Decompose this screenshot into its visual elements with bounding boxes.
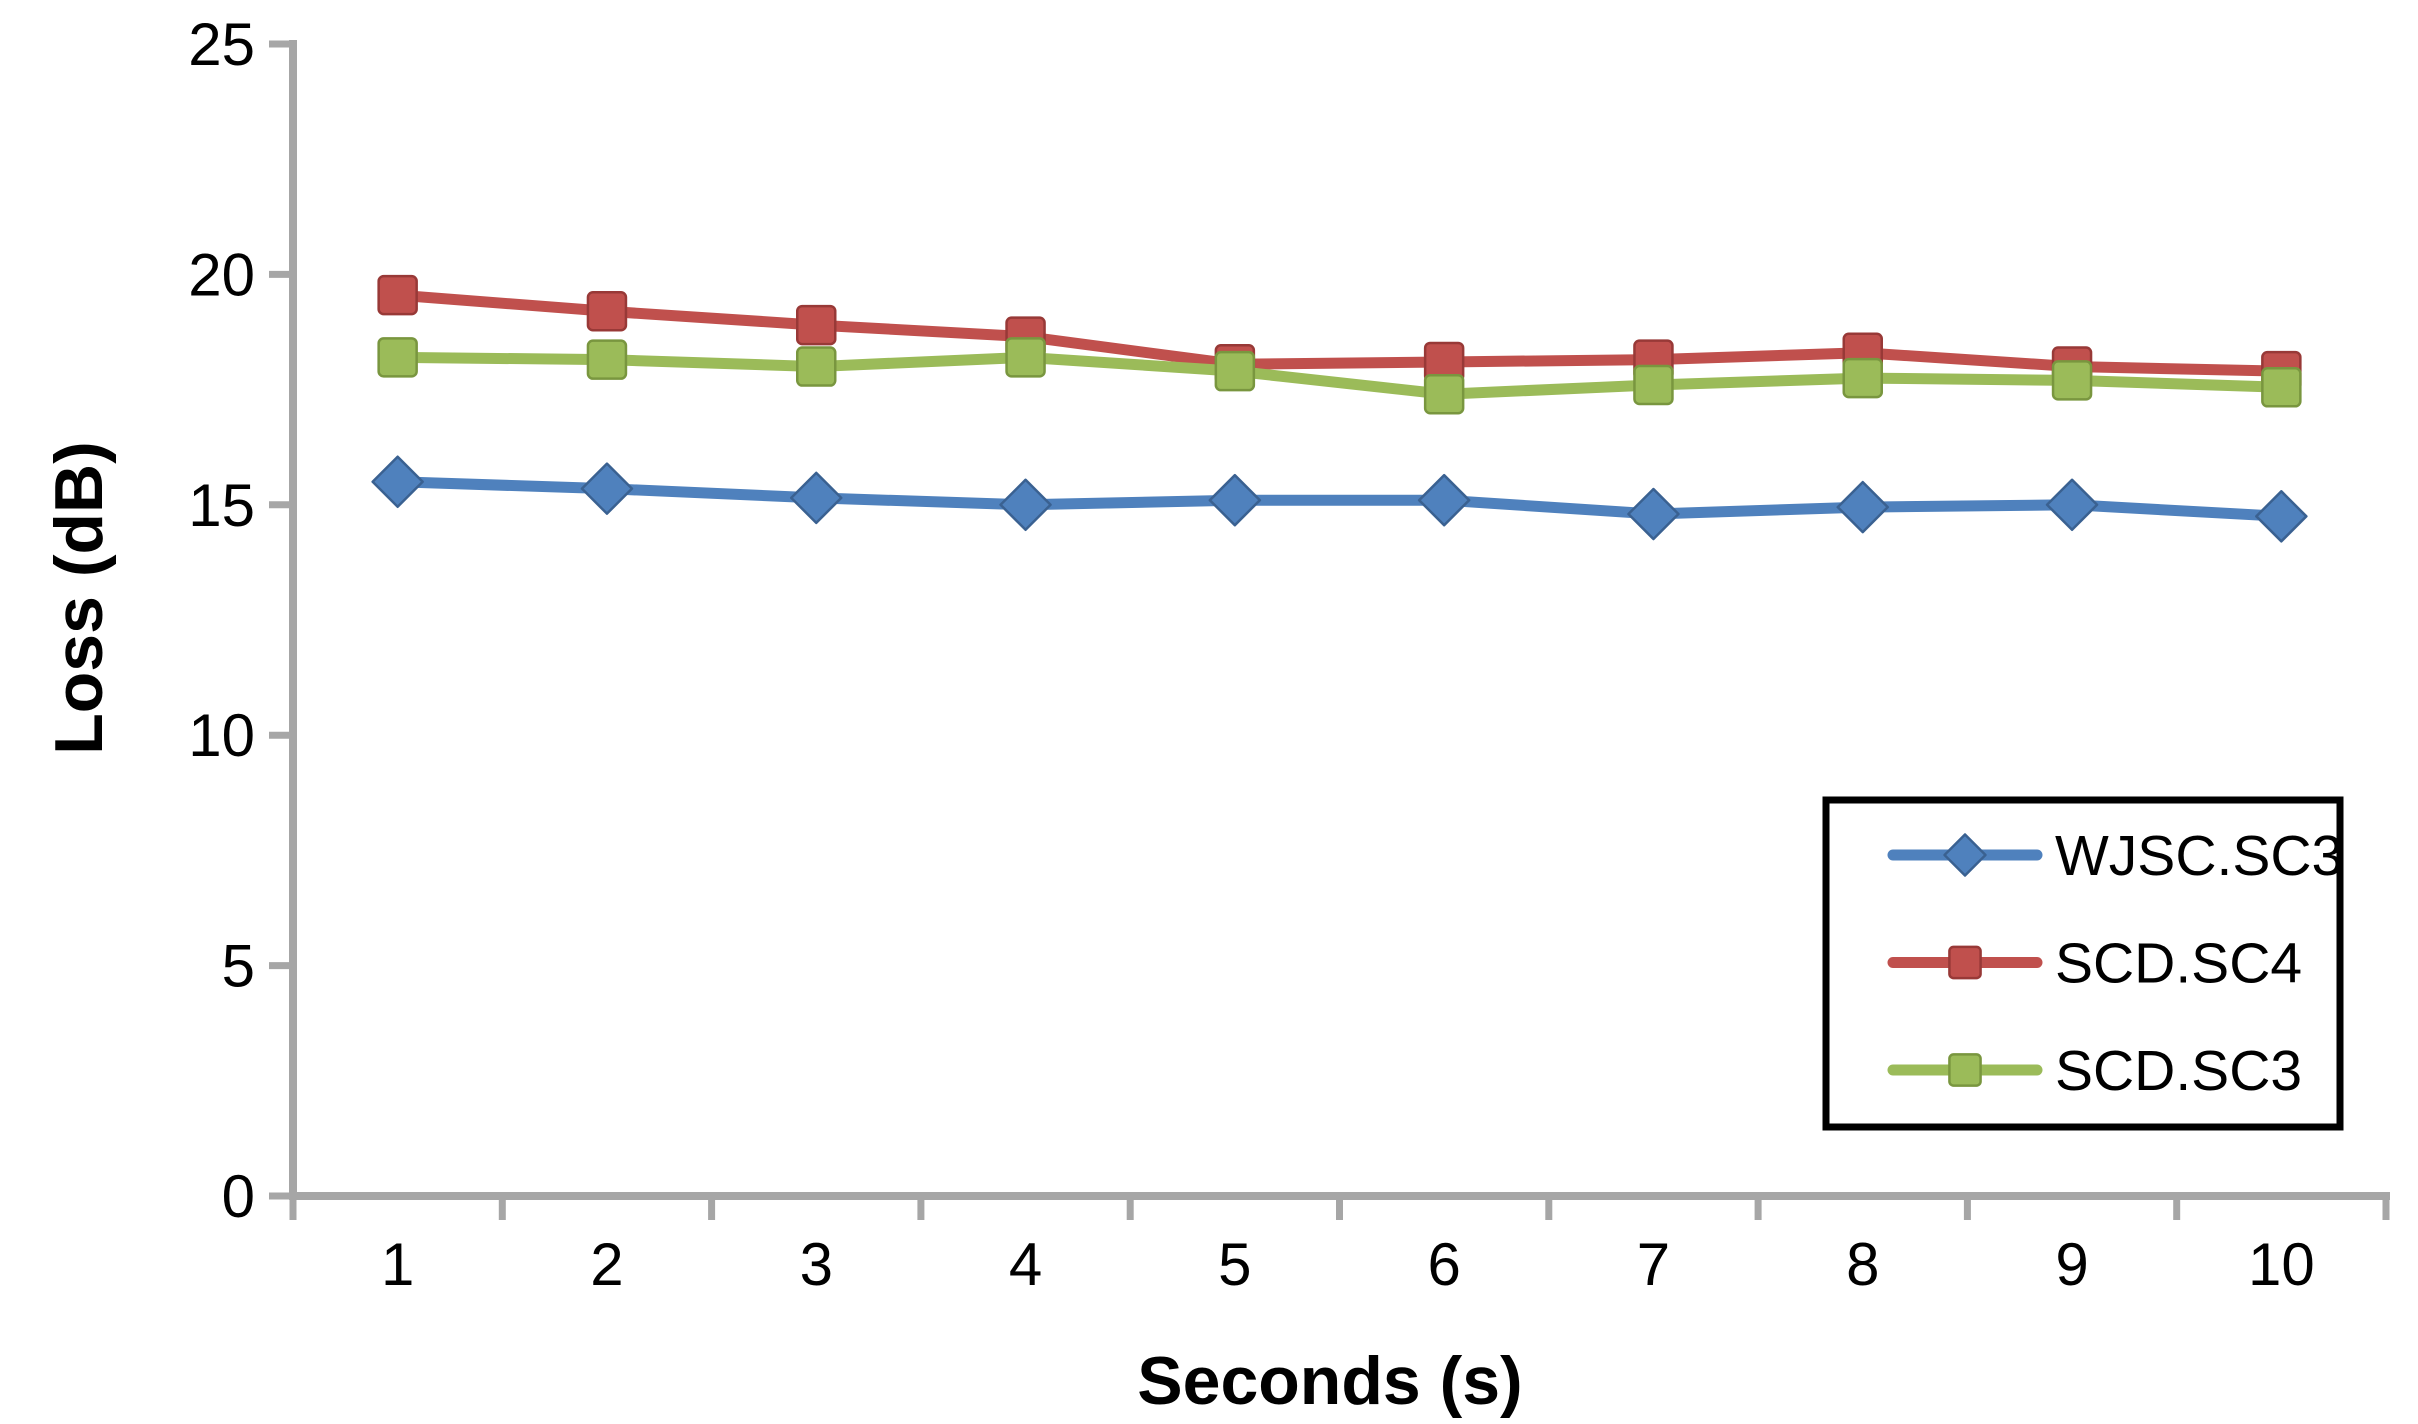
axes (269, 40, 2390, 1220)
data-point-marker-diamond (1627, 487, 1680, 541)
series-line (392, 476, 2287, 522)
x-tick-labels: 1 2 3 4 5 6 7 8 9 10 (381, 1231, 2315, 1298)
data-point-marker-square (1948, 945, 1982, 980)
data-point-marker-square (1948, 1053, 1982, 1087)
data-point-marker-square (586, 339, 628, 380)
data-point-marker-square (2051, 360, 2093, 401)
x-tick-label: 5 (1218, 1231, 1251, 1298)
series-line (392, 351, 2287, 400)
data-point-marker-square (1005, 337, 1046, 378)
series-line (392, 289, 2287, 377)
data-point-marker-square (796, 304, 837, 346)
x-tick-label: 10 (2248, 1231, 2315, 1298)
data-point-marker-diamond (1208, 473, 1262, 527)
data-point-marker-diamond (2255, 490, 2308, 543)
x-tick-label: 2 (590, 1231, 623, 1298)
data-point-marker-diamond (371, 455, 424, 509)
legend-label: SCD.SC3 (2055, 1039, 2302, 1103)
data-point-marker-square (377, 337, 418, 378)
data-point-marker-square (1633, 364, 1674, 406)
legend-item: WJSC.SC3 (1887, 824, 2343, 888)
y-tick-label: 20 (188, 241, 255, 308)
data-point-marker-square (2261, 367, 2302, 408)
legend-label: SCD.SC4 (2055, 932, 2302, 996)
y-tick-labels: 0 5 10 15 20 25 (188, 11, 255, 1230)
x-tick-label: 8 (1846, 1231, 1879, 1298)
legend-item: SCD.SC3 (1887, 1039, 2302, 1103)
data-point-marker-square (1214, 350, 1256, 392)
x-tick-label: 9 (2055, 1231, 2088, 1298)
data-point-marker-square (1842, 357, 1883, 399)
data-point-marker-diamond (1836, 480, 1889, 534)
y-axis-title: Loss (dB) (41, 441, 117, 755)
data-point-marker-diamond (999, 478, 1052, 532)
y-tick-label: 10 (188, 702, 255, 769)
data-point-marker-diamond (580, 462, 634, 515)
y-tick-label: 0 (222, 1163, 255, 1230)
data-point-marker-square (796, 346, 837, 387)
x-axis-title: Seconds (s) (1137, 1343, 1522, 1419)
data-point-marker-square (377, 274, 418, 316)
x-tick-label: 6 (1427, 1231, 1460, 1298)
data-point-marker-diamond (1943, 833, 1987, 877)
data-point-marker-square (586, 291, 628, 332)
y-tick-label: 25 (188, 11, 255, 78)
data-point-marker-square (1423, 373, 1465, 415)
series-scd-sc3 (377, 337, 2302, 415)
x-tick-label: 7 (1637, 1231, 1670, 1298)
series-scd-sc4 (377, 274, 2302, 392)
series-lines-and-markers (371, 274, 2308, 543)
data-point-marker-diamond (2045, 478, 2099, 532)
x-tick-label: 3 (800, 1231, 833, 1298)
legend-item: SCD.SC4 (1887, 932, 2302, 996)
y-tick-label: 5 (222, 933, 255, 1000)
legend: WJSC.SC3 SCD.SC4 SCD.SC3 (1822, 796, 2344, 1131)
legend-label: WJSC.SC3 (2055, 824, 2343, 888)
data-point-marker-diamond (1417, 473, 1471, 527)
data-point-marker-diamond (790, 471, 843, 525)
series-wjsc-sc3 (371, 455, 2308, 543)
x-tick-label: 1 (381, 1231, 414, 1298)
y-tick-label: 15 (188, 472, 255, 539)
x-tick-label: 4 (1009, 1231, 1042, 1298)
